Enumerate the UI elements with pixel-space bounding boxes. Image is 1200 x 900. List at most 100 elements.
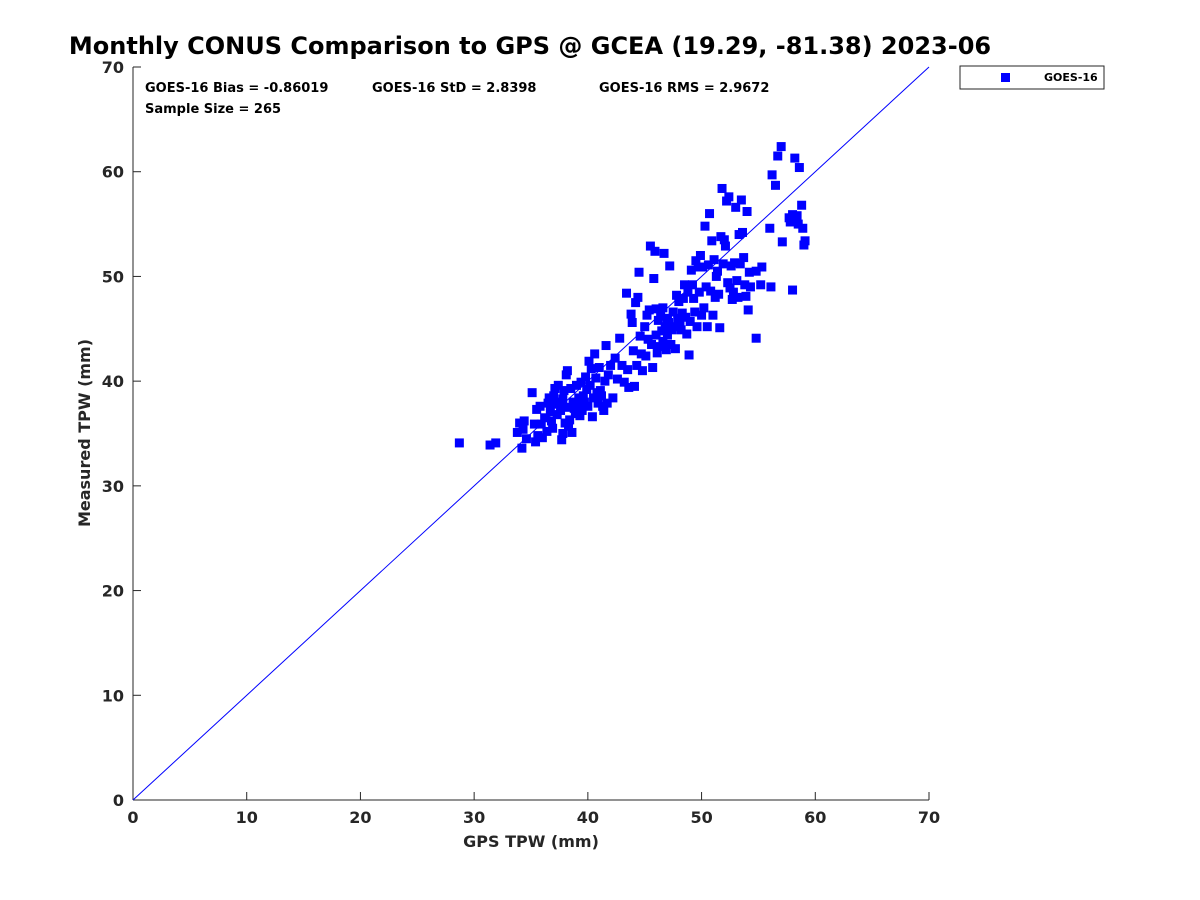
data-point [594,363,604,373]
data-point [527,388,537,398]
data-point [642,310,652,320]
data-point [800,236,810,246]
x-tick-label: 40 [577,808,599,827]
data-point [686,265,696,275]
x-tick-label: 60 [804,808,826,827]
data-point [680,280,690,290]
data-point [519,416,529,426]
data-point [631,298,641,308]
y-axis-label: Measured TPW (mm) [75,339,94,527]
data-point [589,393,599,403]
data-point [711,271,721,281]
one-to-one-line [132,66,930,801]
data-point [562,366,572,376]
data-point [735,259,745,269]
data-point [651,330,661,340]
data-point [670,344,680,354]
data-point [718,259,728,269]
data-point [595,386,605,396]
data-point [624,382,634,392]
data-point [773,151,783,161]
data-point [627,318,637,328]
data-point [687,280,697,290]
data-point [581,372,591,382]
x-tick-label: 50 [690,808,712,827]
rms-stat: GOES-16 RMS = 2.9672 [599,81,769,96]
data-point [685,316,695,326]
data-point [672,290,682,300]
legend-label: GOES-16 [1044,71,1098,84]
data-point [689,293,699,303]
data-point [485,440,495,450]
data-point [693,262,703,272]
data-point [690,307,700,317]
data-point [558,429,568,438]
y-tick-label: 50 [102,267,124,286]
data-point [545,407,555,417]
data-point [738,227,748,237]
data-point [733,292,743,302]
data-point [608,393,618,403]
data-point [700,221,710,231]
data-point [798,223,808,233]
y-tick-label: 30 [102,477,124,496]
data-point [658,336,668,346]
data-point [665,261,675,271]
data-point [603,370,613,380]
y-tick-label: 40 [102,372,124,391]
y-tick-label: 60 [102,163,124,182]
data-point [697,310,707,320]
data-point [566,383,576,393]
data-point [640,322,650,332]
data-point [717,183,727,193]
data-point [591,373,601,383]
data-point [684,350,694,360]
data-point [521,434,531,444]
data-point [708,310,718,320]
data-point [712,266,722,276]
x-tick-label: 0 [127,808,138,827]
data-point [641,351,651,361]
data-point [654,342,664,352]
data-point [599,405,609,415]
data-point [743,305,753,315]
data-point [720,241,730,251]
data-point [622,288,632,298]
data-point [644,305,654,315]
data-point [676,325,686,335]
sample-size-stat: Sample Size = 265 [145,102,281,117]
data-point [568,397,578,407]
data-point [540,413,550,423]
data-point [637,366,647,376]
data-point [674,297,684,307]
data-point [702,322,712,332]
data-point [705,209,715,219]
data-point [728,287,738,297]
data-point [612,374,622,384]
data-point [533,431,543,441]
data-point [576,377,586,387]
data-point [585,380,595,390]
data-point [636,349,646,359]
data-point [692,322,702,332]
data-point [650,246,660,256]
y-tick-label: 10 [102,686,124,705]
data-point [606,360,616,370]
data-point [645,241,655,251]
data-point [724,192,734,202]
data-point [744,267,754,277]
data-point [756,280,766,290]
data-point [699,303,709,313]
data-point [512,427,522,437]
data-point [575,411,585,421]
data-point [770,180,780,190]
data-point [634,267,644,277]
data-point [531,437,541,447]
data-point [776,142,786,152]
data-point [491,438,501,448]
y-tick-label: 70 [102,58,124,77]
x-tick-label: 10 [236,808,258,827]
legend: GOES-16 [959,65,1105,90]
data-point [709,255,719,265]
data-point [715,323,725,333]
